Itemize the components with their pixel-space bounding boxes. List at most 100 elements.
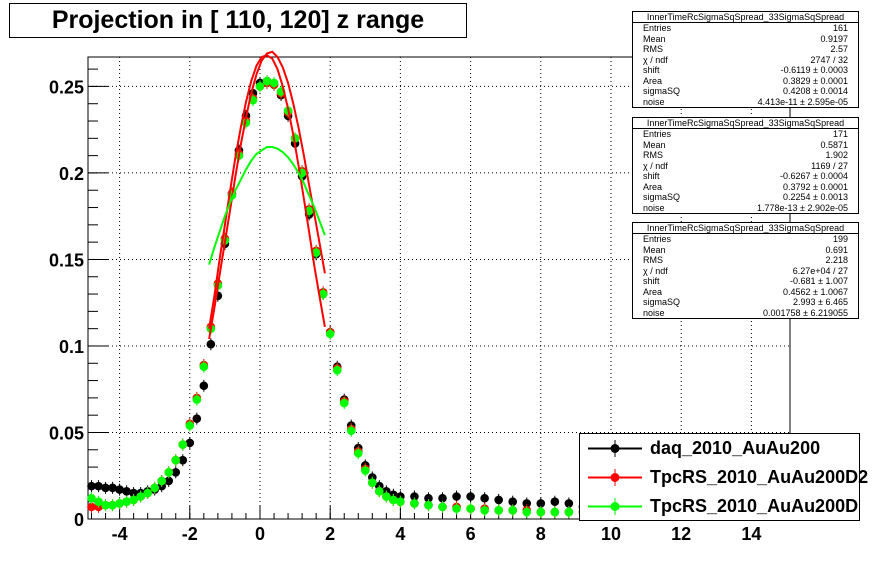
stats-label: noise — [643, 202, 665, 213]
x-tick-label: 8 — [536, 524, 546, 544]
stats-row: Mean 0.691 — [633, 245, 858, 256]
stats-row: shift -0.6267 ± 0.0004 — [633, 171, 858, 182]
x-tick-label: 10 — [601, 524, 621, 544]
x-tick-label: -4 — [112, 524, 128, 544]
x-tick-label: 6 — [466, 524, 476, 544]
stats-label: sigmaSQ — [643, 297, 681, 307]
x-tick-label: 4 — [395, 524, 405, 544]
stats-label: shift — [643, 276, 660, 286]
stats-label: RMS — [643, 44, 663, 54]
stats-value: 2747 / 32 — [810, 54, 848, 65]
stats-value: 1.778e-13 ± 2.902e-05 — [756, 202, 848, 213]
stats-value: 2.57 — [830, 44, 848, 54]
legend-label: TpcRS_2010_AuAu200D2 — [650, 467, 869, 487]
stats-label: RMS — [643, 150, 663, 160]
y-tick-label: 0.1 — [59, 337, 84, 357]
stats-label: shift — [643, 65, 660, 75]
stats-row: Area 0.4562 ± 1.0067 — [633, 287, 858, 298]
stats-label: noise — [643, 307, 665, 318]
stats-label: χ / ndf — [643, 54, 668, 65]
fit-curve — [208, 54, 326, 329]
x-tick-label: 14 — [741, 524, 761, 544]
stats-value: 199 — [832, 234, 848, 244]
stats-value: 0.2254 ± 0.0013 — [783, 192, 848, 202]
y-tick-label: 0.05 — [49, 423, 84, 443]
stats-value: 0.5871 — [820, 139, 848, 150]
stats-box-name: InnerTimeRcSigmaSqSpread_33SigmaSqSpread — [633, 12, 858, 23]
stats-row: sigmaSQ 0.4208 ± 0.0014 — [633, 86, 858, 97]
stats-row: noise 1.778e-13 ± 2.902e-05 — [633, 203, 858, 214]
chart-title-box: Projection in [ 110, 120] z range — [9, 3, 467, 38]
y-tick-label: 0.25 — [49, 77, 84, 97]
stats-label: χ / ndf — [643, 160, 668, 171]
stats-label: Entries — [643, 129, 672, 139]
stats-row: RMS 1.902 — [633, 150, 858, 161]
y-tick-label: 0.2 — [59, 164, 84, 184]
stats-box-name: InnerTimeRcSigmaSqSpread_33SigmaSqSpread — [633, 223, 858, 234]
legend-entry: TpcRS_2010_AuAu200D2 — [580, 463, 868, 492]
stats-label: Mean — [643, 244, 666, 255]
fit-curve — [208, 50, 326, 340]
stats-box: InnerTimeRcSigmaSqSpread_33SigmaSqSpread… — [632, 222, 859, 319]
stats-value: -0.6119 ± 0.0003 — [780, 65, 848, 75]
stats-row: Area 0.3829 ± 0.0001 — [633, 76, 858, 87]
stats-label: Area — [643, 286, 663, 297]
stats-value: -0.6267 ± 0.0004 — [780, 171, 848, 181]
legend-label: daq_2010_AuAu200 — [650, 438, 821, 458]
stats-value: 161 — [832, 23, 848, 33]
stats-box-name: InnerTimeRcSigmaSqSpread_33SigmaSqSpread — [633, 118, 858, 129]
stats-row: χ / ndf 2747 / 32 — [633, 55, 858, 66]
stats-label: Area — [643, 75, 663, 86]
stats-value: 0.9197 — [820, 33, 848, 44]
stats-row: Mean 0.9197 — [633, 34, 858, 45]
stats-value: 171 — [832, 129, 848, 139]
stats-value: 0.3829 ± 0.0001 — [783, 75, 848, 86]
stats-value: 0.4208 ± 0.0014 — [783, 86, 848, 96]
stats-row: shift -0.681 ± 1.007 — [633, 276, 858, 287]
stats-value: 6.27e+04 / 27 — [792, 265, 848, 276]
stats-label: Mean — [643, 33, 666, 44]
stats-row: Area 0.3792 ± 0.0001 — [633, 182, 858, 193]
stats-row: Entries 161 — [633, 23, 858, 34]
stats-label: Entries — [643, 23, 672, 33]
chart-title: Projection in [ 110, 120] z range — [51, 6, 425, 34]
stats-row: sigmaSQ 0.2254 ± 0.0013 — [633, 192, 858, 203]
stats-label: Entries — [643, 234, 672, 244]
y-tick-label: 0 — [74, 510, 84, 530]
stats-row: RMS 2.57 — [633, 44, 858, 55]
x-tick-label: 2 — [325, 524, 335, 544]
stats-row: Mean 0.5871 — [633, 140, 858, 151]
stats-label: RMS — [643, 255, 663, 265]
stats-value: -0.681 ± 1.007 — [790, 276, 848, 286]
stats-label: noise — [643, 96, 665, 107]
legend-marker — [588, 440, 642, 457]
stats-value: 0.3792 ± 0.0001 — [783, 181, 848, 192]
stats-value: 0.4562 ± 1.0067 — [783, 286, 848, 297]
y-tick-label: 0.15 — [49, 250, 84, 270]
stats-box: InnerTimeRcSigmaSqSpread_33SigmaSqSpread… — [632, 11, 859, 108]
legend-marker — [588, 469, 642, 486]
stats-value: 2.993 ± 6.465 — [793, 297, 848, 307]
stats-row: sigmaSQ 2.993 ± 6.465 — [633, 297, 858, 308]
stats-row: shift -0.6119 ± 0.0003 — [633, 65, 858, 76]
stats-value: 2.218 — [825, 255, 848, 265]
stats-label: shift — [643, 171, 660, 181]
stats-label: Mean — [643, 139, 666, 150]
stats-box: InnerTimeRcSigmaSqSpread_33SigmaSqSpread… — [632, 117, 859, 214]
x-axis-tick-labels: -4 -2 0 2 4 6 8 10 12 14 — [112, 524, 762, 544]
stats-row: noise 4.413e-11 ± 2.595e-05 — [633, 97, 858, 108]
legend-label: TpcRS_2010_AuAu200D — [650, 496, 859, 516]
stats-row: noise 0.001758 ± 6.219055 — [633, 308, 858, 319]
x-tick-label: 12 — [671, 524, 691, 544]
stats-row: χ / ndf 1169 / 27 — [633, 161, 858, 172]
legend-dot — [610, 444, 620, 453]
stats-label: sigmaSQ — [643, 192, 681, 202]
stats-row: χ / ndf 6.27e+04 / 27 — [633, 266, 858, 277]
fit-curve — [208, 146, 326, 265]
stats-label: χ / ndf — [643, 265, 668, 276]
y-axis-tick-labels: 0 0.05 0.1 0.15 0.2 0.25 — [49, 77, 84, 530]
stats-row: Entries 199 — [633, 234, 858, 245]
stats-value: 0.001758 ± 6.219055 — [762, 307, 848, 318]
legend: daq_2010_AuAu200 TpcRS_2010_AuAu200D2 TpcR… — [579, 433, 868, 521]
stats-label: sigmaSQ — [643, 86, 681, 96]
